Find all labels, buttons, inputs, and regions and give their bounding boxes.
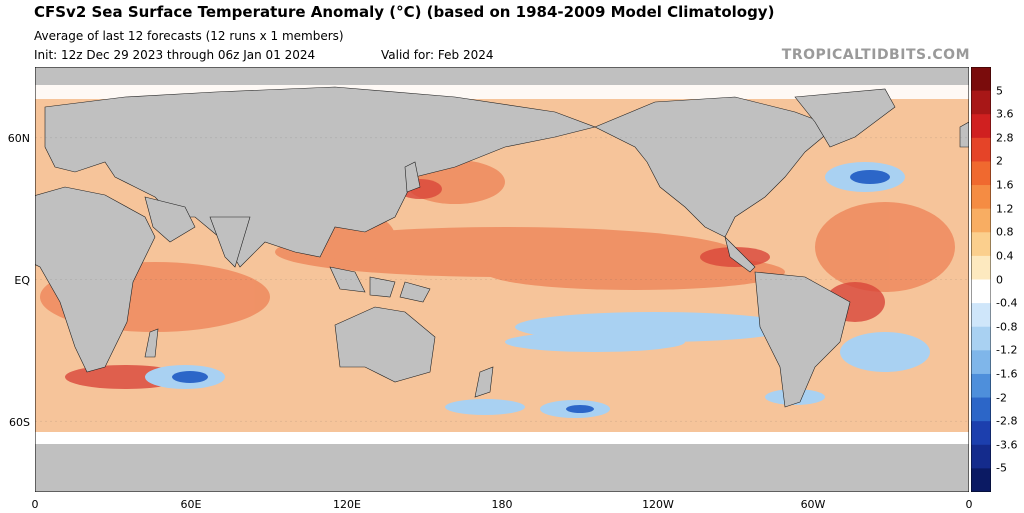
lon-label-60w: 60W: [800, 498, 826, 511]
map-title: CFSv2 Sea Surface Temperature Anomaly (°…: [34, 3, 775, 21]
africa: [35, 186, 156, 373]
lon-label-120e: 120E: [333, 498, 361, 511]
lon-label-120w: 120W: [642, 498, 674, 511]
colorbar-swatch: [971, 303, 991, 328]
north-america: [594, 96, 836, 238]
colorbar-tick-label: 0.4: [996, 249, 1014, 263]
brand-watermark: TROPICALTIDBITS.COM: [781, 47, 970, 63]
colorbar-swatch: [971, 137, 991, 162]
strong-cool-regions: [172, 170, 890, 413]
valid-text: Valid for: Feb 2024: [381, 48, 494, 62]
colorbar-tick-label: -1.2: [996, 343, 1018, 357]
map-subtitle: Average of last 12 forecasts (12 runs x …: [34, 29, 344, 43]
colorbar-swatch: [971, 255, 991, 280]
colorbar-swatch: [971, 208, 991, 233]
colorbar-tick-label: -5: [996, 461, 1007, 475]
sst-anomaly-map: [35, 67, 969, 492]
colorbar-tick-label: 3.6: [996, 107, 1014, 121]
colorbar-tick-label: -2: [996, 391, 1007, 405]
colorbar-swatch: [971, 468, 991, 492]
colorbar-swatch: [971, 326, 991, 351]
colorbar-swatch: [971, 67, 991, 92]
lat-label-60s: 60S: [9, 416, 30, 429]
colorbar-swatch: [971, 232, 991, 257]
eurasia: [44, 86, 597, 268]
colorbar-tick-label: 0.8: [996, 225, 1014, 239]
lon-label-0-right: 0: [965, 498, 973, 511]
colorbar-swatch: [971, 279, 991, 304]
lon-label-0: 0: [31, 498, 39, 511]
cool-anomaly-regions: [145, 162, 930, 418]
australia: [334, 306, 436, 383]
colorbar-tick-label: 2: [996, 154, 1003, 168]
colorbar-swatch: [971, 90, 991, 115]
colorbar-swatch: [971, 397, 991, 422]
colorbar-tick-label: -3.6: [996, 438, 1018, 452]
colorbar-swatch: [971, 185, 991, 210]
land-masses: [35, 86, 969, 408]
colorbar-tick-label: -0.8: [996, 320, 1018, 334]
colorbar-swatch: [971, 161, 991, 186]
colorbar-swatch: [971, 114, 991, 139]
colorbar-tick-label: 0: [996, 273, 1003, 286]
colorbar-swatch: [971, 373, 991, 399]
lon-label-60e: 60E: [180, 498, 202, 511]
antarctic-ice: [35, 432, 969, 444]
south-america: [754, 271, 851, 408]
colorbar-swatch: [971, 421, 991, 446]
colorbar-tick-label: -1.6: [996, 367, 1018, 381]
colorbar-tick-label: -0.4: [996, 296, 1018, 310]
arctic-ice: [35, 67, 969, 85]
colorbar-tick-label: 5: [996, 84, 1003, 98]
graticule: [35, 137, 969, 422]
colorbar-tick-label: 2.8: [996, 131, 1014, 145]
colorbar: [971, 67, 991, 492]
colorbar-tick-label: -2.8: [996, 414, 1018, 428]
lon-label-180: 180: [491, 498, 513, 511]
lat-label-eq: EQ: [14, 274, 30, 287]
lat-label-60n: 60N: [7, 132, 30, 145]
greenland: [794, 88, 896, 148]
init-text: Init: 12z Dec 29 2023 through 06z Jan 01…: [34, 48, 316, 62]
colorbar-swatch: [971, 444, 991, 469]
colorbar-tick-label: 1.6: [996, 178, 1014, 192]
colorbar-tick-label: 1.2: [996, 202, 1014, 216]
colorbar-swatch: [971, 350, 991, 375]
